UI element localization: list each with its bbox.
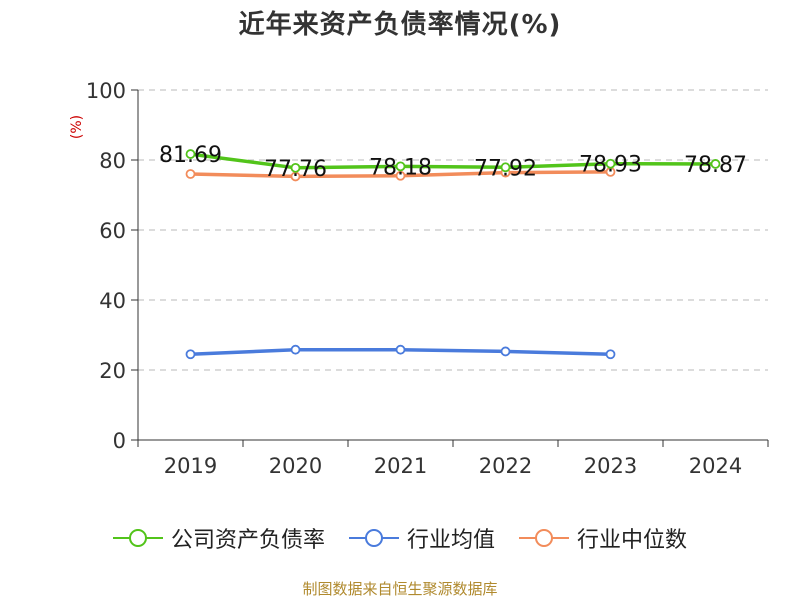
data-label: 77.76 xyxy=(264,157,327,182)
series-line-0 xyxy=(188,152,718,170)
series-point-1 xyxy=(395,344,406,355)
y-tick-label: 80 xyxy=(99,149,126,173)
data-label: 81.69 xyxy=(159,143,222,168)
series-point-0 xyxy=(185,149,196,159)
series-point-1 xyxy=(290,344,301,355)
y-tick-label: 0 xyxy=(113,429,126,453)
x-tick-label: 2020 xyxy=(269,454,322,478)
legend-line-circle-icon xyxy=(112,529,163,547)
data-label: 78.18 xyxy=(369,155,432,180)
data-label: 78.93 xyxy=(579,153,642,178)
legend-line-circle-icon xyxy=(348,529,399,547)
series-point-2 xyxy=(185,169,196,179)
x-tick-label: 2024 xyxy=(689,454,742,478)
legend-label-industry-mean: 行业均值 xyxy=(406,528,495,553)
series-point-1 xyxy=(605,349,616,360)
legend-line-circle-icon xyxy=(519,529,569,547)
axes: 0 20 40 60 80 100 2019 2020 2021 2022 2023 2024 (%) xyxy=(69,79,769,478)
y-tick-label: 40 xyxy=(99,289,126,313)
x-tick-label: 2022 xyxy=(479,454,532,478)
x-tick-label: 2019 xyxy=(164,454,217,478)
data-labels: 81.69 77.76 78.18 77.92 78.93 78.87 xyxy=(159,143,747,182)
legend-label-industry-median: 行业中位数 xyxy=(577,528,688,553)
series-point-0 xyxy=(710,159,721,169)
data-label: 78.87 xyxy=(684,153,747,178)
series-point-0 xyxy=(605,158,616,169)
series-point-2 xyxy=(395,170,406,181)
data-label: 77.92 xyxy=(474,156,537,181)
legend-item-industry-median[interactable]: 行业中位数 xyxy=(519,522,687,554)
series-point-0 xyxy=(290,162,301,173)
legend-label-company: 公司资产负债率 xyxy=(170,528,325,553)
x-tick-label: 2021 xyxy=(374,454,427,478)
series-point-0 xyxy=(500,162,511,173)
series-point-0 xyxy=(395,161,406,172)
chart-title: 近年来资产负债率情况(%) xyxy=(238,10,562,40)
y-tick-label: 20 xyxy=(99,359,126,383)
y-axis-unit: (%) xyxy=(69,115,85,139)
legend-item-company[interactable]: 公司资产负债率 xyxy=(112,522,325,554)
source-note: 制图数据来自恒生聚源数据库 xyxy=(302,580,498,598)
x-tick-label: 2023 xyxy=(584,454,637,478)
series-point-1 xyxy=(500,346,511,357)
series-point-1 xyxy=(185,349,196,360)
y-tick-label: 100 xyxy=(86,79,126,103)
y-tick-label: 60 xyxy=(99,219,126,243)
grid-lines xyxy=(138,89,768,371)
legend: 公司资产负债率 行业均值 行业中位数 xyxy=(0,518,800,558)
legend-item-industry-mean[interactable]: 行业均值 xyxy=(348,522,495,554)
series-group xyxy=(185,149,721,360)
